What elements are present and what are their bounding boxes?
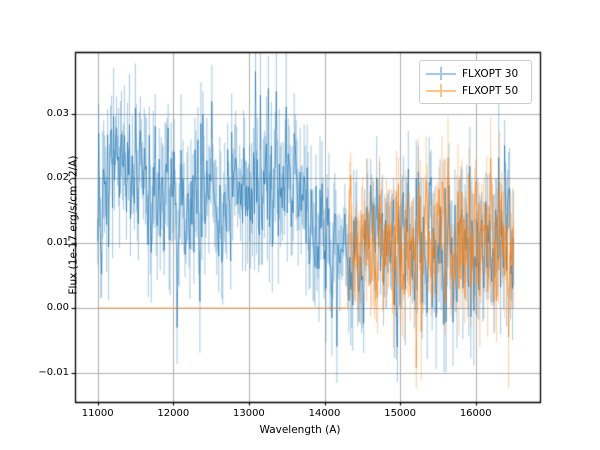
x-tick-label: 15000 xyxy=(384,408,417,419)
legend-marker-errorbar-icon xyxy=(426,83,456,98)
x-axis-label: Wavelength (A) xyxy=(259,424,341,436)
x-tick-label: 11000 xyxy=(81,408,114,419)
legend-marker-errorbar-icon xyxy=(426,66,456,81)
y-tick-label: −0.01 xyxy=(38,366,69,378)
y-tick-label: 0.01 xyxy=(46,237,69,249)
x-tick-label: 12000 xyxy=(157,408,190,419)
legend-item-flxopt-50: FLXOPT 50 xyxy=(426,82,525,99)
y-axis-label-wrap: Flux (1e-17 erg/s/cm^2/A) xyxy=(0,0,80,450)
x-tick-label: 14000 xyxy=(308,408,341,419)
chart-legend: FLXOPT 30 FLXOPT 50 xyxy=(419,60,532,104)
y-tick-label: 0.00 xyxy=(46,302,69,314)
legend-item-flxopt-30: FLXOPT 30 xyxy=(426,65,525,82)
x-tick-label: 16000 xyxy=(459,408,492,419)
y-tick-label: 0.02 xyxy=(46,172,69,184)
x-tick-label: 13000 xyxy=(232,408,265,419)
y-axis-label: Flux (1e-17 erg/s/cm^2/A) xyxy=(67,155,80,295)
legend-label: FLXOPT 50 xyxy=(462,84,519,97)
legend-label: FLXOPT 30 xyxy=(462,67,519,80)
y-tick-label: 0.03 xyxy=(46,107,69,119)
